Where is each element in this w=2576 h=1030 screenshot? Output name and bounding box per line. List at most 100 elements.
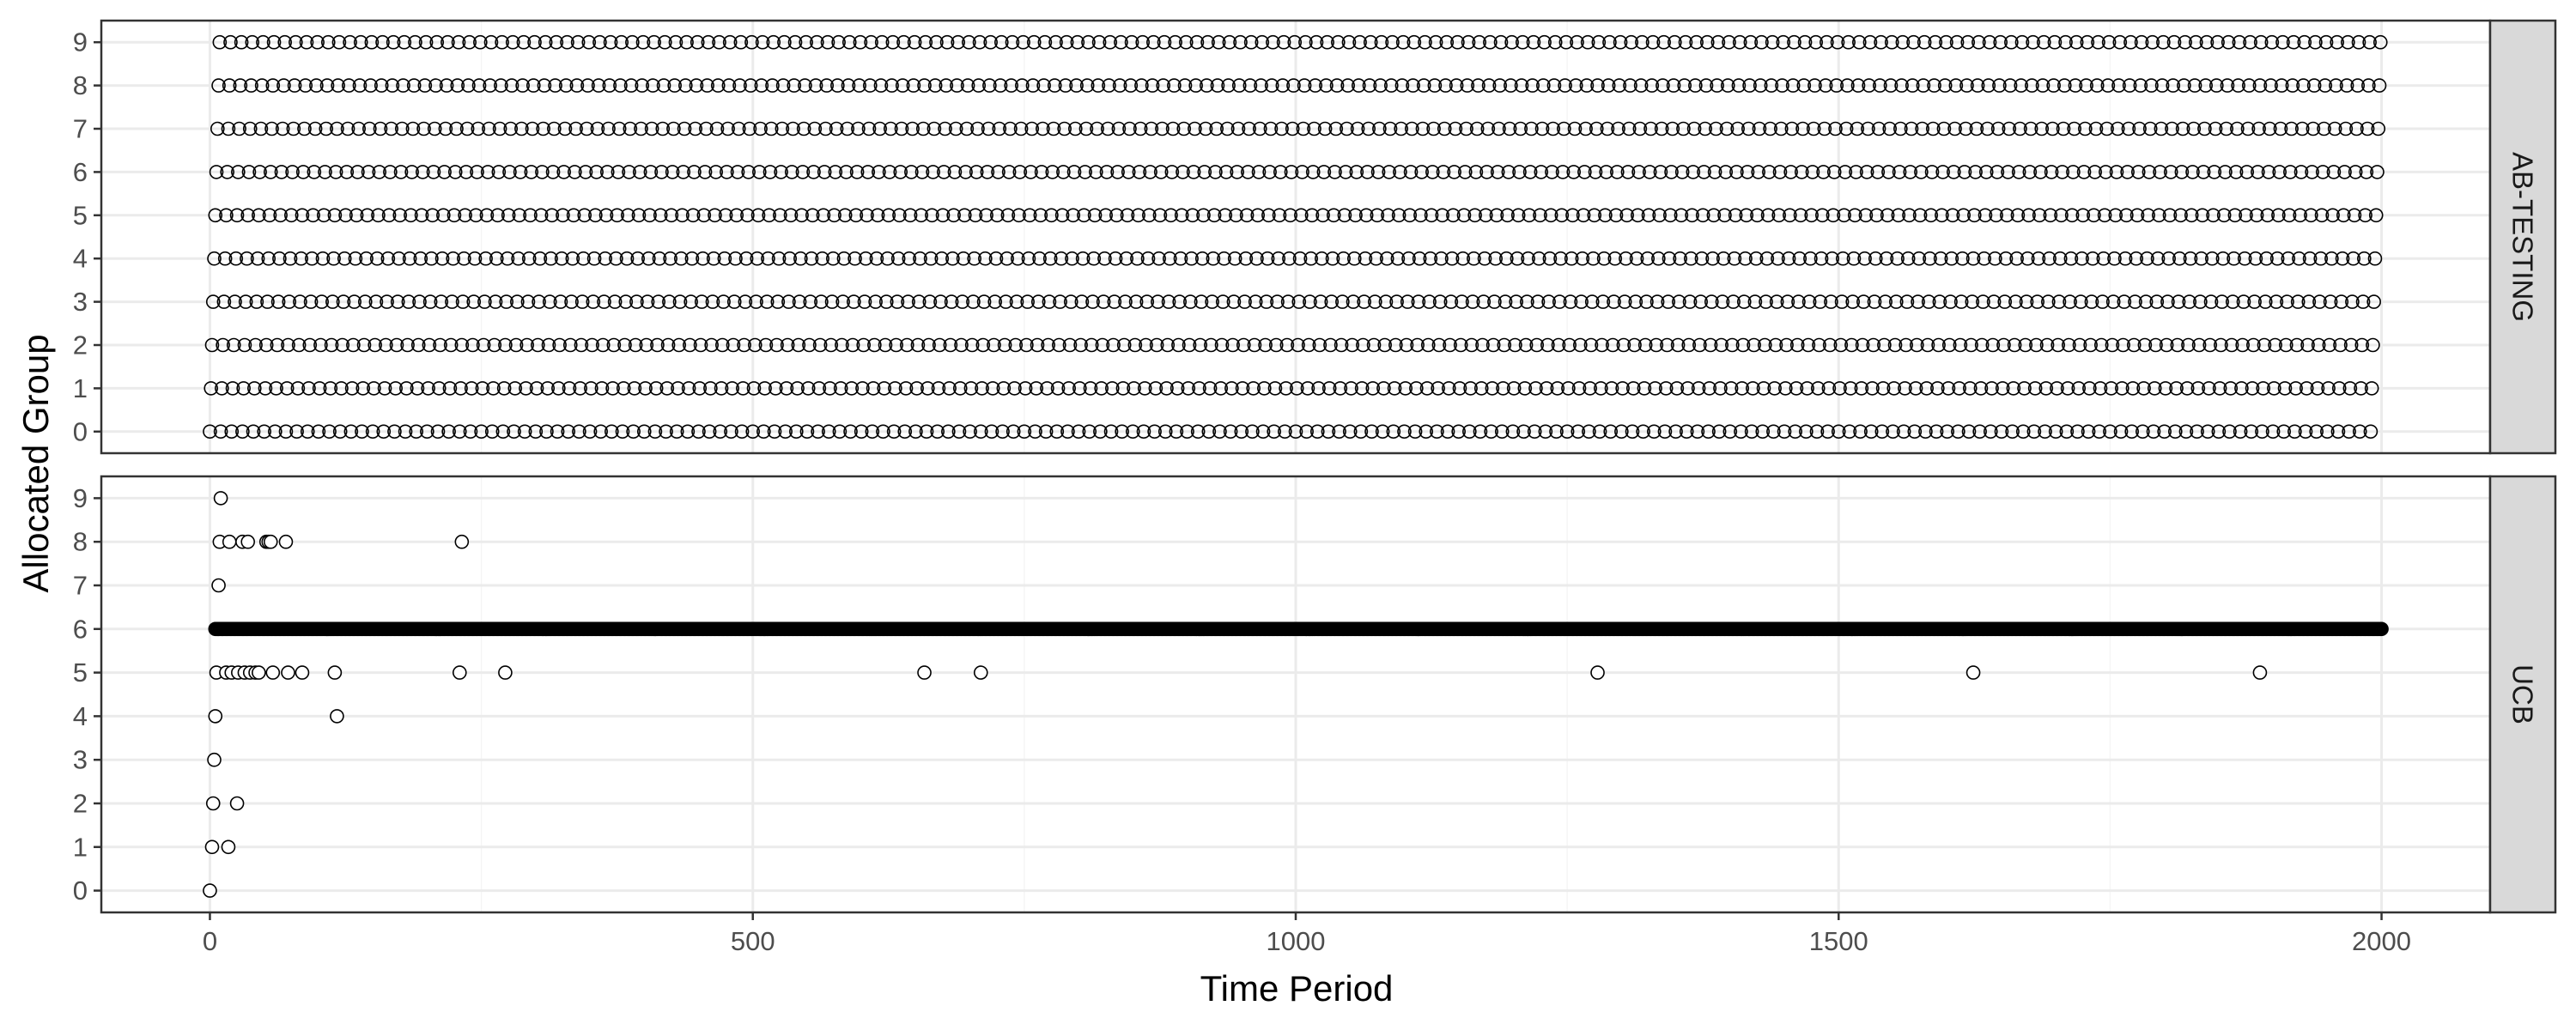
data-point — [1024, 121, 1040, 136]
data-point — [1200, 34, 1215, 50]
data-point — [768, 381, 783, 396]
data-point — [617, 337, 632, 353]
data-point — [611, 165, 626, 179]
data-point — [1734, 424, 1748, 439]
data-point — [428, 78, 443, 93]
data-point — [1607, 251, 1623, 266]
data-point — [2226, 294, 2240, 309]
data-point — [1978, 208, 1993, 223]
data-point — [2181, 337, 2196, 353]
data-point — [1631, 208, 1645, 223]
data-point — [2372, 34, 2388, 50]
data-point — [1874, 424, 1890, 439]
y-tick-label: 2 — [73, 330, 88, 360]
data-point — [1472, 34, 1487, 50]
data-point — [1642, 165, 1657, 179]
data-point — [1423, 251, 1438, 266]
data-point — [819, 78, 835, 93]
data-point — [1182, 337, 1197, 353]
data-point — [2278, 337, 2293, 353]
data-point — [2018, 337, 2033, 353]
data-point — [770, 294, 786, 309]
data-point — [476, 337, 491, 353]
data-point — [311, 424, 326, 439]
data-point — [1397, 424, 1412, 439]
data-point — [367, 381, 381, 396]
data-point — [1949, 34, 1965, 50]
data-point — [1492, 78, 1508, 93]
data-point — [618, 294, 634, 309]
data-point — [1184, 251, 1199, 266]
data-point — [222, 534, 237, 549]
data-point — [720, 121, 735, 136]
data-point — [422, 294, 438, 309]
data-point — [1079, 78, 1095, 93]
data-point — [1863, 424, 1879, 439]
data-point — [2026, 424, 2042, 439]
data-point — [1260, 251, 1275, 266]
data-point — [2109, 165, 2124, 179]
data-point — [1455, 294, 1469, 309]
data-point — [1594, 381, 1608, 396]
data-point — [2288, 381, 2303, 396]
data-point — [1094, 381, 1109, 396]
data-point — [868, 294, 883, 309]
data-point — [1843, 381, 1858, 396]
data-point — [1789, 337, 1805, 353]
data-point — [1921, 294, 1936, 309]
data-point — [1546, 78, 1562, 93]
data-point — [1702, 381, 1717, 396]
data-point — [1677, 78, 1692, 93]
data-point — [1236, 337, 1251, 353]
data-point — [348, 251, 363, 266]
data-point — [2347, 208, 2362, 223]
data-point — [1624, 34, 1639, 50]
data-point — [1512, 165, 1527, 179]
data-point — [2301, 294, 2317, 309]
data-point — [278, 534, 294, 549]
data-point — [1331, 34, 1346, 50]
data-point — [1294, 208, 1309, 223]
data-point — [1582, 424, 1596, 439]
data-point — [2350, 78, 2366, 93]
data-point — [1785, 78, 1801, 93]
data-point — [462, 34, 477, 50]
data-point — [954, 337, 969, 353]
data-point — [405, 121, 421, 136]
data-point — [1800, 381, 1814, 396]
data-point — [1361, 121, 1376, 136]
data-point — [263, 534, 278, 549]
data-point — [847, 294, 861, 309]
data-point — [2183, 251, 2198, 266]
data-point — [2014, 78, 2029, 93]
data-point — [2063, 251, 2079, 266]
data-point — [2117, 251, 2133, 266]
data-point — [792, 294, 807, 309]
data-point — [1891, 208, 1906, 223]
data-point — [1099, 165, 1115, 179]
data-point — [228, 251, 244, 266]
data-point — [1097, 251, 1112, 266]
data-point — [390, 294, 405, 309]
data-point — [1882, 121, 1898, 136]
data-point — [2063, 294, 2077, 309]
data-point — [2004, 34, 2019, 50]
data-point — [1553, 251, 1568, 266]
data-point — [790, 381, 805, 396]
data-point — [507, 381, 523, 396]
data-point — [1223, 424, 1238, 439]
data-point — [2297, 34, 2312, 50]
data-point — [350, 165, 365, 179]
data-point — [1008, 337, 1024, 353]
data-point — [2293, 165, 2309, 179]
data-point — [2157, 424, 2172, 439]
data-point — [983, 34, 998, 50]
strip-box — [2488, 475, 2557, 914]
data-point — [1711, 424, 1727, 439]
data-point — [322, 424, 337, 439]
data-point — [754, 78, 769, 93]
data-point — [337, 251, 352, 266]
data-point — [2020, 251, 2035, 266]
data-point — [1637, 337, 1653, 353]
data-point — [584, 381, 598, 396]
